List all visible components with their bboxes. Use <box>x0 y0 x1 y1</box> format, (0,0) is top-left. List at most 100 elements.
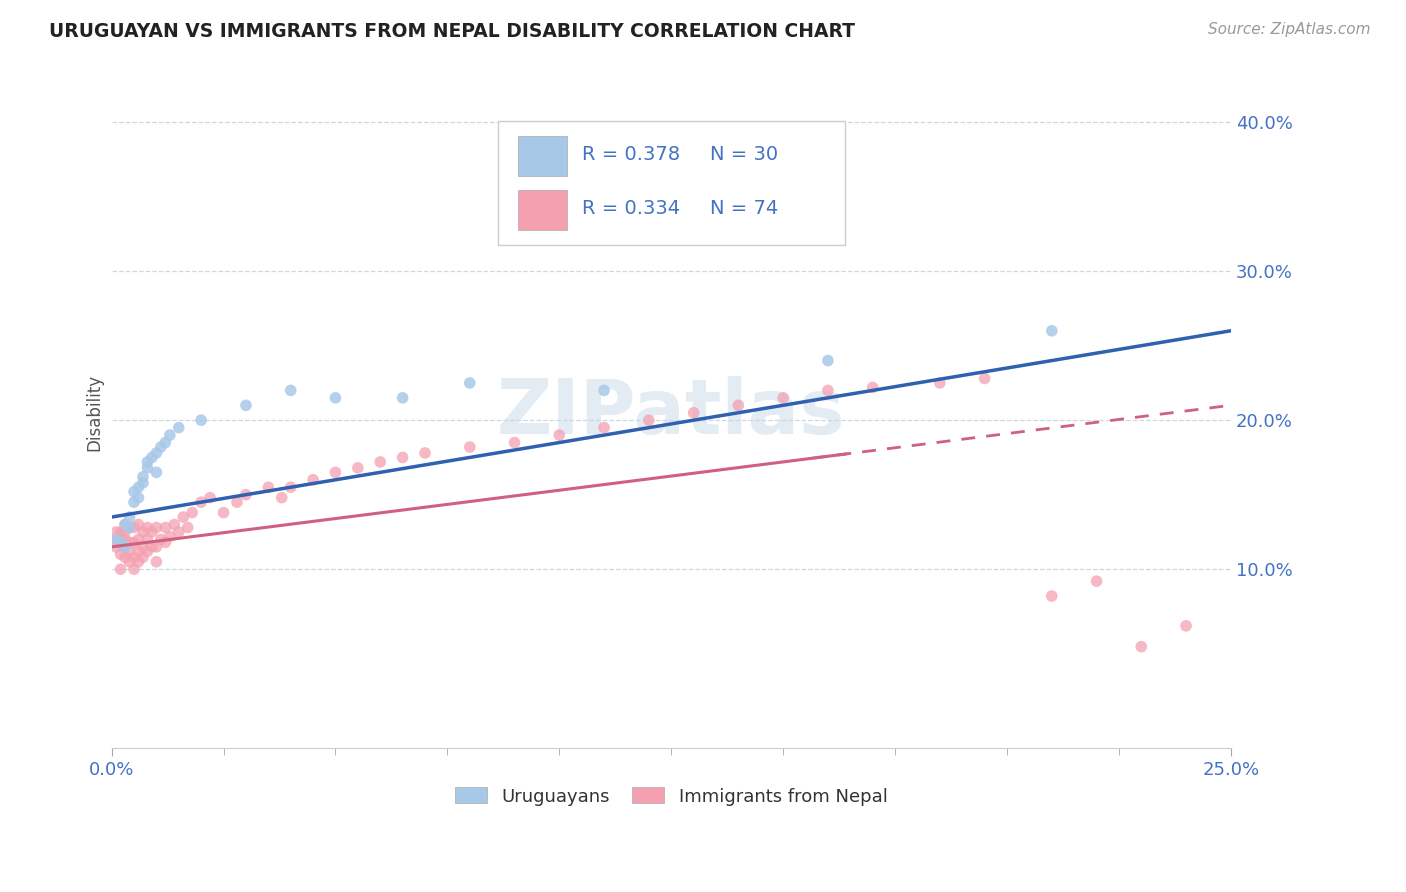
Point <box>458 440 481 454</box>
Point <box>973 371 995 385</box>
Point <box>280 480 302 494</box>
Point <box>118 510 141 524</box>
Point <box>118 535 141 549</box>
Point <box>118 520 141 534</box>
Point <box>132 475 155 490</box>
Point <box>132 550 155 565</box>
Point <box>163 517 186 532</box>
Point <box>1130 640 1153 654</box>
Point <box>132 524 155 539</box>
Point <box>118 520 141 534</box>
Point <box>122 520 145 534</box>
Point <box>593 384 616 398</box>
Point <box>122 535 145 549</box>
Point <box>105 533 128 547</box>
Point <box>105 540 128 554</box>
Point <box>118 555 141 569</box>
Point <box>145 555 167 569</box>
Point <box>114 517 136 532</box>
Point <box>1085 574 1108 588</box>
Point <box>136 520 159 534</box>
Point <box>105 524 128 539</box>
Point <box>226 495 249 509</box>
Point <box>114 517 136 532</box>
Point <box>128 555 150 569</box>
Point <box>136 533 159 547</box>
Point <box>270 491 292 505</box>
Point <box>167 524 190 539</box>
Text: R = 0.378: R = 0.378 <box>582 145 681 164</box>
Point <box>110 547 132 561</box>
Point <box>136 544 159 558</box>
Point <box>114 540 136 554</box>
Point <box>118 544 141 558</box>
Point <box>593 420 616 434</box>
Text: ZIPatlas: ZIPatlas <box>496 376 845 450</box>
Point <box>110 535 132 549</box>
Point <box>136 461 159 475</box>
Text: URUGUAYAN VS IMMIGRANTS FROM NEPAL DISABILITY CORRELATION CHART: URUGUAYAN VS IMMIGRANTS FROM NEPAL DISAB… <box>49 22 855 41</box>
FancyBboxPatch shape <box>517 190 567 229</box>
Point <box>128 480 150 494</box>
Point <box>128 544 150 558</box>
Point <box>141 524 163 539</box>
Point <box>368 455 391 469</box>
Point <box>302 473 325 487</box>
FancyBboxPatch shape <box>498 121 845 245</box>
Point <box>280 384 302 398</box>
Point <box>727 398 749 412</box>
Point <box>817 353 839 368</box>
Point <box>391 450 413 465</box>
Point <box>149 533 172 547</box>
Point <box>114 540 136 554</box>
Point <box>928 376 950 390</box>
Point <box>862 380 884 394</box>
Point <box>110 562 132 576</box>
Point <box>122 562 145 576</box>
Point <box>548 428 571 442</box>
Point <box>325 466 347 480</box>
Point <box>167 420 190 434</box>
Point <box>325 391 347 405</box>
Point <box>145 466 167 480</box>
Point <box>128 517 150 532</box>
Text: Source: ZipAtlas.com: Source: ZipAtlas.com <box>1208 22 1371 37</box>
Point <box>105 533 128 547</box>
Point <box>458 376 481 390</box>
Point <box>145 446 167 460</box>
Point <box>235 398 257 412</box>
Point <box>198 491 221 505</box>
Point <box>682 406 704 420</box>
Text: N = 74: N = 74 <box>710 199 779 218</box>
Point <box>122 495 145 509</box>
Point <box>132 540 155 554</box>
Point <box>141 450 163 465</box>
Point <box>172 510 194 524</box>
Point <box>347 461 370 475</box>
FancyBboxPatch shape <box>517 136 567 176</box>
Point <box>128 533 150 547</box>
Point <box>122 550 145 565</box>
Point <box>149 440 172 454</box>
Point <box>128 491 150 505</box>
Text: N = 30: N = 30 <box>710 145 779 164</box>
Point <box>155 535 177 549</box>
Point <box>1040 324 1063 338</box>
Point <box>122 484 145 499</box>
Point <box>772 391 794 405</box>
Point <box>257 480 280 494</box>
Point <box>155 520 177 534</box>
Point <box>190 413 212 427</box>
Point <box>114 550 136 565</box>
Point <box>1175 619 1198 633</box>
Text: R = 0.334: R = 0.334 <box>582 199 681 218</box>
Point <box>637 413 659 427</box>
Point <box>1040 589 1063 603</box>
Point <box>136 455 159 469</box>
Point <box>391 391 413 405</box>
Point <box>212 506 235 520</box>
Point <box>145 540 167 554</box>
Point <box>190 495 212 509</box>
Point <box>503 435 526 450</box>
Point <box>413 446 436 460</box>
